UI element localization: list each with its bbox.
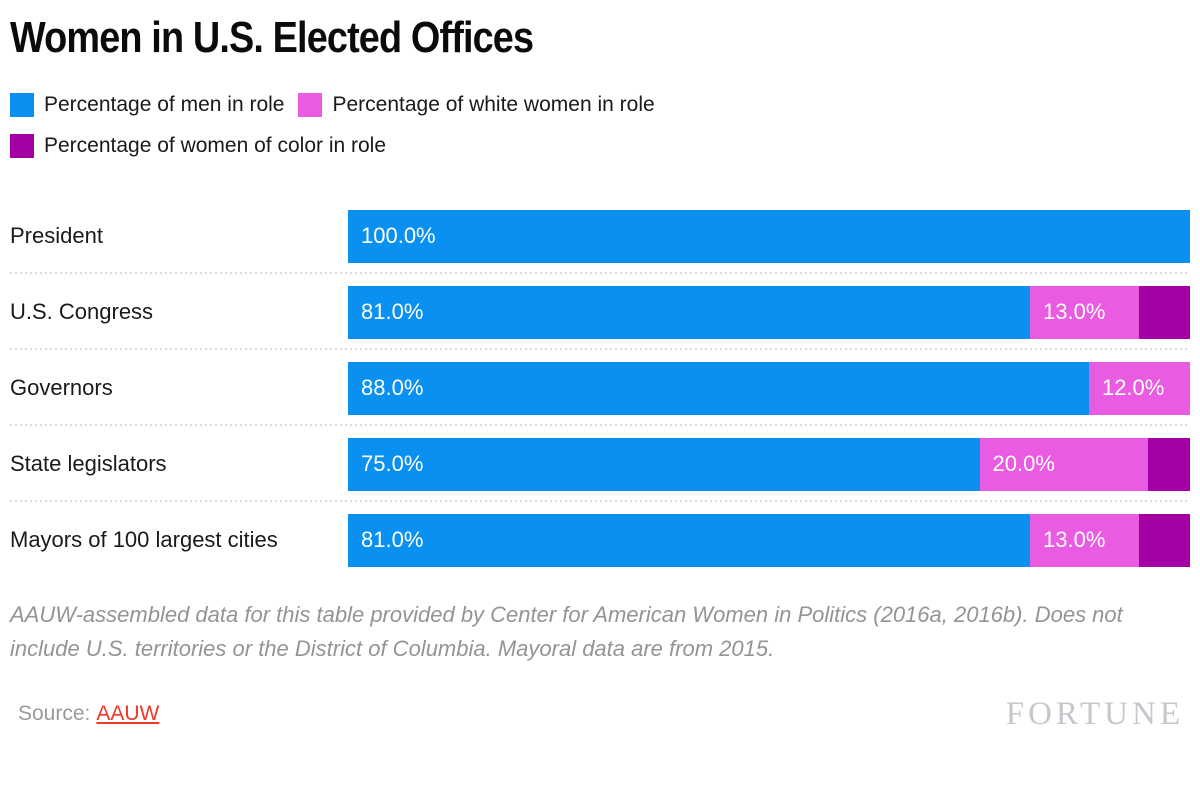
page: Women in U.S. Elected Offices Percentage… — [0, 14, 1200, 733]
row-label: State legislators — [10, 451, 167, 477]
bar-segment: 75.0% — [348, 437, 980, 491]
row-label: Governors — [10, 375, 113, 401]
source-prefix: Source: — [18, 702, 91, 726]
source-link[interactable]: AAUW — [96, 702, 160, 726]
bar-track: 81.0% 13.0% — [348, 513, 1190, 567]
bar-segment: 81.0% — [348, 285, 1031, 339]
chart-row: President 100.0% — [10, 209, 1190, 263]
chart-row: U.S. Congress 81.0% 13.0% — [10, 285, 1190, 339]
fortune-logo: FORTUNE — [1005, 695, 1184, 732]
bar-value-label: 75.0% — [361, 451, 424, 477]
legend-swatch-icon — [10, 92, 34, 117]
legend-swatch-icon — [298, 92, 323, 117]
legend-item-0: Percentage of men in role — [10, 92, 285, 117]
page-title: Women in U.S. Elected Offices — [10, 13, 534, 62]
bar-value-label: 13.0% — [1043, 527, 1106, 553]
bar-segment: 13.0% — [1030, 285, 1140, 339]
row-separator — [10, 499, 1190, 502]
bar-track: 75.0% 20.0% — [348, 437, 1190, 491]
bar-value-label: 20.0% — [992, 451, 1055, 477]
footnote: AAUW-assembled data for this table provi… — [10, 601, 1123, 661]
bar-value-label: 81.0% — [361, 299, 424, 325]
bar-track: 88.0% 12.0% — [348, 361, 1190, 415]
row-label: President — [10, 223, 103, 249]
legend-label: Percentage of men in role — [44, 92, 285, 116]
row-separator — [10, 423, 1190, 426]
legend-item-1: Percentage of white women in role — [298, 92, 655, 117]
legend-swatch-icon — [10, 133, 34, 158]
bar-track: 81.0% 13.0% — [348, 285, 1190, 339]
bar-segment: 100.0% — [348, 209, 1190, 263]
bar-segment: 81.0% — [348, 513, 1031, 567]
bar-segment — [1139, 285, 1190, 339]
bar-value-label: 12.0% — [1101, 375, 1165, 401]
legend: Percentage of men in role Percentage of w… — [10, 92, 810, 158]
stacked-bar-chart: President 100.0% U.S. Congress 81.0% 13.0% Go… — [10, 209, 1190, 567]
bar-segment — [1147, 437, 1190, 491]
bar-value-label: 100.0% — [361, 223, 436, 249]
chart-row: Mayors of 100 largest cities 81.0% 13.0% — [10, 513, 1190, 567]
row-label: U.S. Congress — [10, 299, 154, 325]
row-separator — [10, 347, 1190, 350]
bar-value-label: 13.0% — [1043, 299, 1106, 325]
source-line: Source: AAUW — [18, 702, 159, 726]
bar-segment — [1139, 513, 1190, 567]
bar-segment: 12.0% — [1088, 361, 1190, 415]
row-separator — [10, 271, 1190, 274]
legend-label: Percentage of women of color in role — [44, 133, 387, 157]
legend-label: Percentage of white women in role — [332, 92, 655, 116]
row-label: Mayors of 100 largest cities — [10, 527, 278, 553]
bar-segment: 88.0% — [348, 361, 1089, 415]
bar-value-label: 81.0% — [361, 527, 424, 553]
bar-segment: 13.0% — [1030, 513, 1140, 567]
bar-value-label: 88.0% — [361, 375, 424, 401]
chart-row: State legislators 75.0% 20.0% — [10, 437, 1190, 491]
bottom-row: Source: AAUW FORTUNE — [10, 696, 1190, 733]
bar-segment: 20.0% — [979, 437, 1148, 491]
chart-row: Governors 88.0% 12.0% — [10, 361, 1190, 415]
bar-track: 100.0% — [348, 209, 1190, 263]
legend-item-2: Percentage of women of color in role — [10, 133, 387, 158]
